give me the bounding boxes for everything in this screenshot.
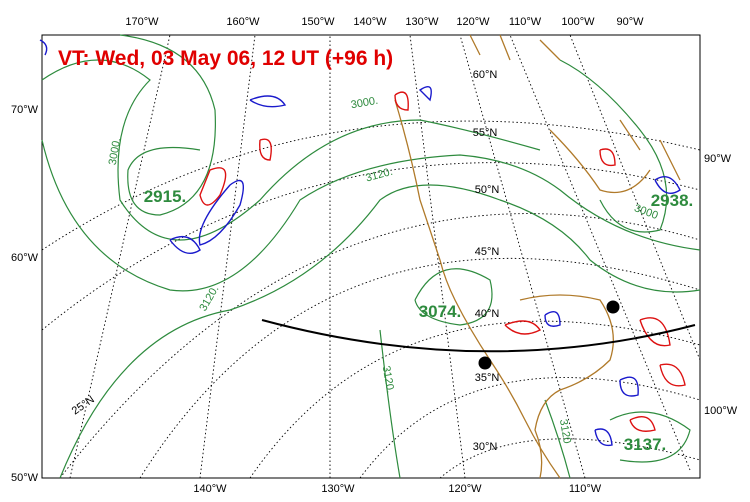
edge-label: 90°W [704,153,732,165]
title: VT: Wed, 03 May 06, 12 UT (+96 h) [58,47,393,70]
point [606,300,620,314]
center-value: 2938. [651,191,694,210]
vorticity-cells [39,39,686,447]
longitude-label: 90°W [616,16,644,28]
longitude-label: 120°W [456,16,490,28]
edge-label: 60°W [11,252,39,264]
center-value: 3137. [624,435,667,454]
trajectory [261,319,696,353]
latitude-label: 30°N [473,441,498,453]
latitude-label: 45°N [475,246,500,258]
contour-label: 3000. [107,137,124,166]
latitude-label: 35°N [475,372,500,384]
longitude-label: 150°W [301,16,335,28]
longitude-label: 160°W [226,16,260,28]
edge-label: 70°W [11,104,39,116]
longitude-label: 110°W [509,16,542,28]
contour-label: 3120 [557,418,573,444]
longitude-label: 170°W [125,16,159,28]
edge-label: 50°W [11,472,39,484]
latitude-label: 50°N [475,184,500,196]
edge-label: 100°W [704,405,738,417]
longitude-label: 120°W [448,483,482,495]
longitude-label: 110°W [569,483,602,495]
contours [41,34,701,479]
latitude-label: 55°N [473,127,498,139]
coastline [394,34,681,479]
center-value: 3074. [419,302,462,321]
contour-label: 3120. [380,365,397,394]
longitude-label: 100°W [561,16,595,28]
map-frame [41,34,701,479]
contour-label: 3000. [350,95,379,112]
center-value: 2915. [144,187,187,206]
point [478,356,492,370]
latitude-label: 40°N [475,308,500,320]
longitude-label: 140°W [353,16,387,28]
longitude-label: 140°W [193,483,227,495]
longitude-label: 130°W [321,483,355,495]
longitude-label: 130°W [405,16,439,28]
latitude-label: 60°N [473,69,498,81]
